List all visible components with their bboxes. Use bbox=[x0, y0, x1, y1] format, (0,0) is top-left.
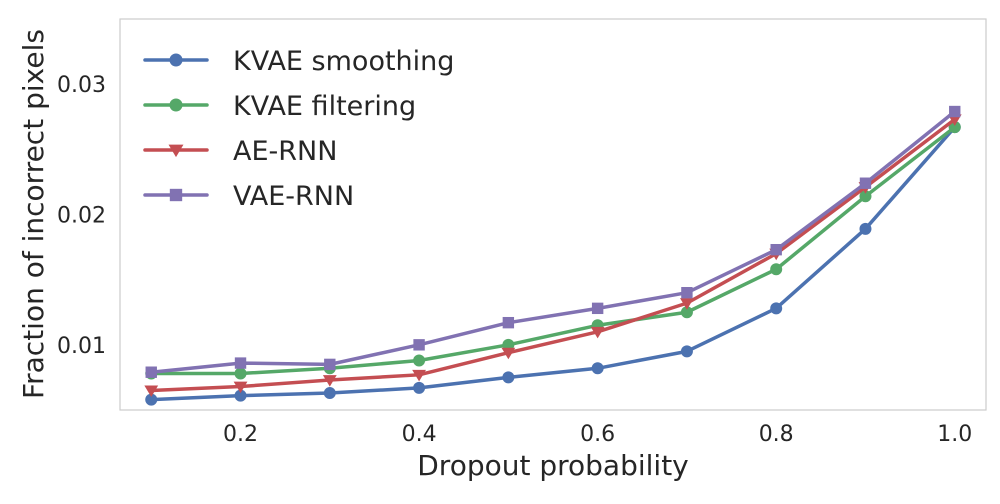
data-point bbox=[680, 306, 693, 319]
data-point bbox=[412, 369, 426, 382]
legend-marker bbox=[169, 98, 183, 112]
series-line bbox=[149, 125, 957, 402]
legend-marker bbox=[169, 188, 183, 202]
data-point bbox=[859, 222, 872, 235]
legend-entry: KVAE filtering bbox=[143, 91, 416, 122]
data-point bbox=[413, 354, 426, 367]
y-tick-label: 0.02 bbox=[57, 204, 106, 229]
data-point bbox=[323, 387, 336, 400]
x-tick-label: 0.8 bbox=[759, 422, 794, 447]
data-point bbox=[501, 347, 516, 360]
data-point bbox=[590, 326, 605, 339]
series-vae-rnn bbox=[145, 105, 961, 378]
data-point bbox=[324, 358, 336, 371]
data-point bbox=[322, 375, 337, 387]
x-axis-ticks: 0.2 0.4 0.6 0.8 1.0 bbox=[223, 422, 972, 447]
data-point bbox=[680, 298, 694, 310]
legend-entry: KVAE smoothing bbox=[143, 46, 454, 77]
data-point bbox=[233, 381, 248, 394]
y-tick-label: 0.03 bbox=[57, 73, 106, 98]
data-point bbox=[502, 371, 515, 384]
legend-marker bbox=[169, 53, 183, 67]
data-point bbox=[680, 345, 693, 358]
data-point bbox=[234, 357, 247, 369]
x-tick-label: 0.4 bbox=[402, 422, 437, 447]
data-point bbox=[859, 177, 872, 189]
data-point bbox=[947, 114, 962, 126]
x-tick-label: 0.2 bbox=[223, 422, 258, 447]
legend-entry: VAE-RNN bbox=[143, 181, 354, 212]
data-point bbox=[770, 243, 782, 256]
legend-marker bbox=[168, 144, 184, 158]
data-point bbox=[413, 381, 426, 394]
series-line bbox=[149, 109, 957, 374]
data-point bbox=[770, 302, 783, 315]
data-point bbox=[591, 362, 604, 375]
y-axis-ticks: 0.01 0.02 0.03 bbox=[57, 73, 106, 359]
data-point bbox=[948, 121, 961, 134]
y-tick-label: 0.01 bbox=[57, 334, 106, 359]
plot-area bbox=[119, 18, 987, 411]
series-line bbox=[149, 125, 957, 376]
data-point bbox=[145, 366, 157, 378]
x-tick-label: 1.0 bbox=[937, 422, 972, 447]
y-axis-label: Fraction of incorrect pixels bbox=[17, 29, 50, 399]
data-point bbox=[145, 393, 158, 406]
legend-label: KVAE smoothing bbox=[233, 46, 454, 77]
series-layer bbox=[144, 105, 962, 406]
legend-entry: AE-RNN bbox=[143, 136, 337, 167]
legend: KVAE smoothing KVAE filtering AE-RNN VAE-RN… bbox=[143, 46, 454, 212]
data-point bbox=[413, 339, 425, 351]
x-tick-label: 0.6 bbox=[580, 422, 615, 447]
legend-label: VAE-RNN bbox=[233, 181, 354, 212]
data-point bbox=[234, 389, 247, 402]
series-line bbox=[149, 117, 957, 393]
data-point bbox=[502, 316, 515, 329]
data-point bbox=[144, 385, 159, 398]
x-axis-label: Dropout probability bbox=[417, 449, 689, 482]
data-point bbox=[681, 287, 693, 299]
data-point bbox=[591, 302, 604, 315]
data-point bbox=[770, 263, 783, 276]
legend-label: KVAE filtering bbox=[233, 91, 416, 122]
data-point bbox=[949, 105, 961, 118]
data-point bbox=[234, 367, 247, 380]
data-point bbox=[859, 190, 872, 203]
legend-label: AE-RNN bbox=[233, 136, 337, 167]
